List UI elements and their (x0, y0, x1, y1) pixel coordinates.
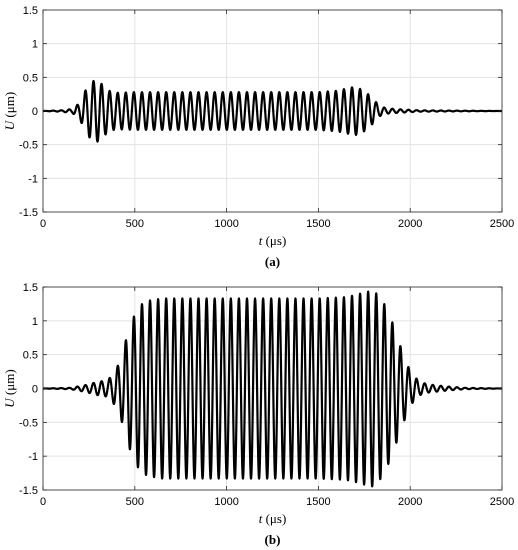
y-tick-label: 1 (32, 39, 38, 51)
x-axis-label: t (μs) (259, 511, 287, 526)
chart-panel-a: 0 500 1000 1500 2000 2500 -1.5 -1 -0.5 0 0.5 1 1.5 t … (2, 5, 514, 269)
x-tick-label: 0 (40, 496, 46, 508)
chart-panel-b: 0 500 1000 1500 2000 2500 -1.5 -1 -0.5 0 0.5 1 1.5 t … (2, 282, 514, 547)
x-tick-label: 1500 (306, 218, 330, 230)
panel-label: (a) (265, 254, 280, 269)
x-tick-label: 1500 (306, 496, 330, 508)
signal-line (42, 79, 503, 143)
y-tick-label: 0.5 (23, 350, 38, 362)
y-tick-label: 1.5 (23, 5, 38, 17)
y-tick-label: -0.5 (19, 140, 38, 152)
y-tick-label: -1 (28, 451, 38, 463)
y-tick-label: -1.5 (19, 485, 38, 497)
panel-label: (b) (265, 532, 281, 547)
y-tick-label: 1.5 (23, 282, 38, 294)
x-tick-label: 1000 (214, 496, 238, 508)
x-tick-label: 1000 (214, 218, 238, 230)
y-tick-label: 0 (32, 106, 38, 118)
y-tick-label: 1 (32, 316, 38, 328)
x-tick-label: 0 (40, 218, 46, 230)
x-tick-label: 2000 (398, 496, 422, 508)
x-tick-label: 2000 (398, 218, 422, 230)
x-axis-label: t (μs) (259, 233, 287, 248)
y-tick-label: -0.5 (19, 417, 38, 429)
y-tick-label: 0.5 (23, 72, 38, 84)
y-axis-label: U (μm) (2, 369, 17, 407)
x-tick-label: 2500 (490, 218, 514, 230)
signal-line (42, 290, 503, 488)
y-tick-label: 0 (32, 384, 38, 396)
y-tick-label: -1 (28, 173, 38, 185)
y-tick-label: -1.5 (19, 207, 38, 219)
x-tick-label: 2500 (490, 496, 514, 508)
x-tick-label: 500 (126, 496, 144, 508)
y-axis-label: U (μm) (2, 92, 17, 130)
x-tick-label: 500 (126, 218, 144, 230)
